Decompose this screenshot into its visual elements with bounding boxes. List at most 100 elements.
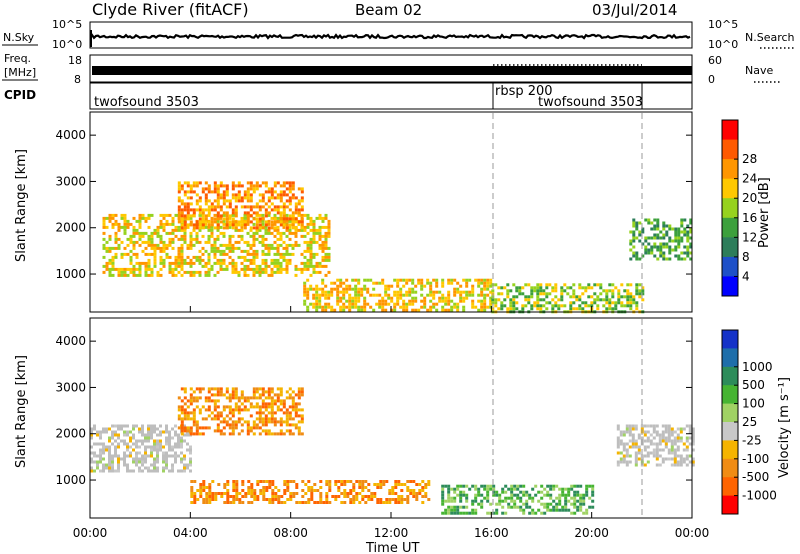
data-cell [333,281,337,285]
data-cell [513,484,517,488]
data-cell [96,463,99,467]
data-cell [153,252,157,256]
data-cell [345,284,349,288]
data-cell [605,307,609,311]
data-cell [548,301,552,305]
data-cell [265,486,269,489]
data-cell [177,237,181,241]
data-cell [637,436,641,440]
data-cell [471,511,475,515]
data-cell [573,505,577,509]
data-cell [662,236,666,240]
data-cell [108,439,111,443]
data-cell [679,436,683,440]
data-cell [456,287,460,291]
data-cell [267,402,271,406]
data-cell [193,492,197,495]
data-cell [120,270,124,274]
data-cell [111,469,114,473]
data-cell [628,460,632,464]
x-tick-label: 20:00 [574,526,609,540]
data-cell [384,284,388,288]
data-cell [393,302,397,306]
data-cell [183,469,186,473]
data-cell [228,417,232,421]
data-cell [180,228,184,232]
data-cell [686,233,690,237]
data-cell [105,249,109,253]
data-cell [132,246,136,250]
data-cell [207,261,211,265]
data-cell [533,304,537,308]
data-cell [480,499,484,503]
data-cell [156,234,160,238]
data-cell [138,243,142,247]
data-cell [264,270,268,274]
data-cell [234,396,238,400]
data-cell [141,213,145,217]
data-cell [264,228,268,232]
data-cell [352,483,356,486]
data-cell [420,278,424,282]
data-cell [321,293,325,297]
data-cell [198,255,202,259]
data-cell [180,267,184,271]
data-cell [680,221,684,225]
data-cell [339,296,343,300]
data-cell [689,227,693,231]
data-cell [225,214,229,218]
data-cell [650,221,654,225]
data-cell [483,278,487,282]
data-cell [497,286,501,290]
data-cell [282,255,286,259]
data-cell [661,457,665,461]
data-cell [402,308,406,312]
data-cell [441,499,445,503]
data-cell [189,220,193,224]
data-cell [231,213,235,217]
data-cell [429,299,433,303]
data-cell [228,393,232,397]
data-cell [220,495,224,498]
data-cell [495,490,499,494]
data-cell [273,432,277,436]
data-cell [285,226,289,230]
data-cell [153,264,157,268]
data-cell [291,252,295,256]
data-cell [318,237,322,241]
data-cell [246,420,250,424]
data-cell [99,457,102,461]
data-cell [190,495,194,498]
data-cell [294,243,298,247]
data-cell [679,463,683,467]
data-cell [102,469,105,473]
data-cell [123,213,127,217]
data-cell [132,448,135,452]
data-cell [656,245,660,249]
data-cell [504,511,508,515]
data-cell [190,486,194,489]
data-cell [357,287,361,291]
data-cell [585,493,589,497]
data-cell [207,399,211,403]
data-cell [357,296,361,300]
data-cell [348,293,352,297]
data-cell [453,305,457,309]
data-cell [646,424,650,428]
data-cell [147,433,150,437]
data-cell [144,439,147,443]
data-cell [509,307,513,311]
data-cell [637,451,641,455]
data-cell [234,264,238,268]
data-cell [252,396,256,400]
data-cell [406,489,410,492]
data-cell [619,460,623,464]
data-cell [616,436,620,440]
data-cell [183,411,187,415]
data-cell [554,286,558,290]
data-cell [216,405,220,409]
data-cell [177,255,181,259]
data-cell [195,429,199,433]
data-cell [117,460,120,464]
data-cell [174,234,178,238]
